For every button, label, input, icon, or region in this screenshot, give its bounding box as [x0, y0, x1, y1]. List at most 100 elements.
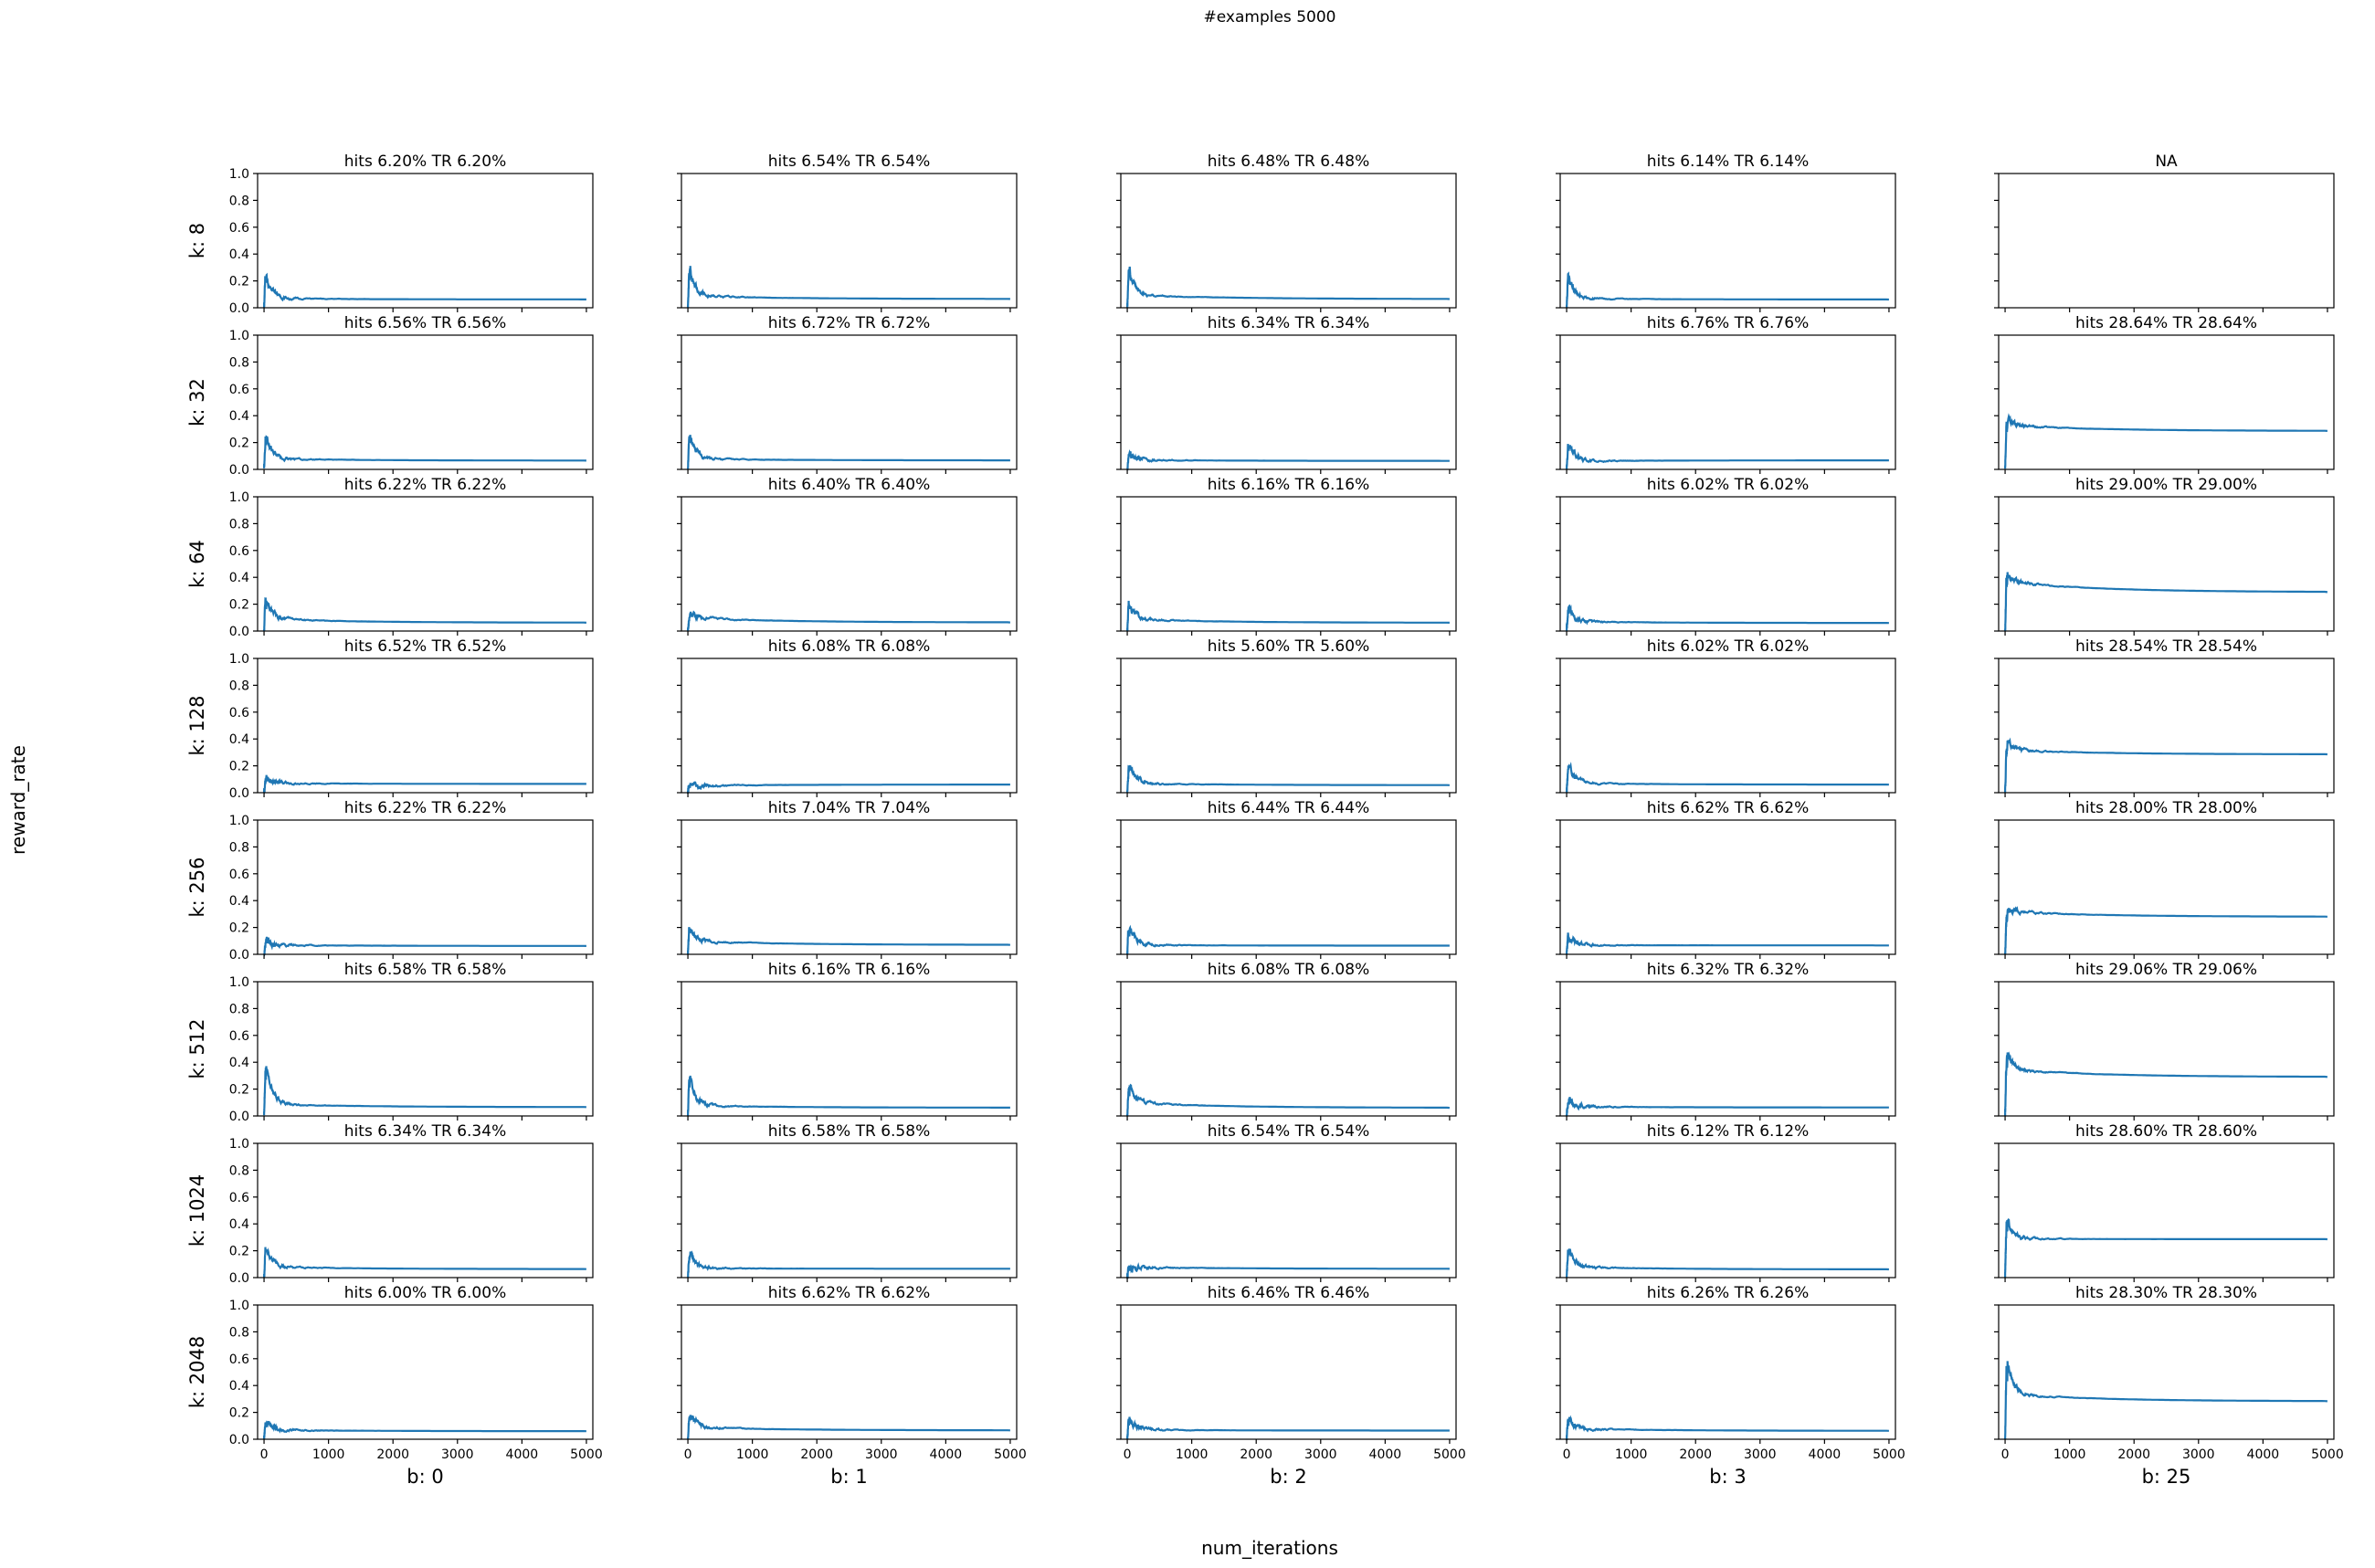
row-label: k: 1024 — [186, 1174, 208, 1247]
x-tick-label: 0 — [684, 1447, 692, 1462]
axes-frame — [1559, 981, 1896, 1117]
y-tick-label: 0.4 — [229, 409, 249, 424]
axes-frame — [257, 173, 594, 309]
subplot-title: hits 6.22% TR 6.22% — [344, 476, 506, 494]
axes-frame — [1120, 819, 1457, 955]
subplot-k3-b4: hits 28.54% TR 28.54% — [1994, 637, 2335, 797]
subplot-k1-b4: hits 28.64% TR 28.64% — [1994, 314, 2335, 474]
subplot-title: hits 28.00% TR 28.00% — [2075, 799, 2257, 817]
axes-frame — [1998, 173, 2335, 309]
series-line — [1566, 1415, 1889, 1441]
x-tick-label: 4000 — [930, 1447, 963, 1462]
axes-frame — [1559, 173, 1896, 309]
axes-frame — [1120, 658, 1457, 794]
axes-frame — [1998, 496, 2335, 632]
x-tick-label: 1000 — [2053, 1447, 2086, 1462]
axes-frame — [1120, 496, 1457, 632]
y-tick-label: 0.6 — [229, 868, 249, 882]
subplot-title: hits 6.48% TR 6.48% — [1208, 153, 1369, 171]
axes-frame — [257, 819, 594, 955]
axes-frame — [1559, 496, 1896, 632]
y-tick-label: 0.4 — [229, 1217, 249, 1232]
subplot-title: hits 6.40% TR 6.40% — [768, 476, 930, 494]
series-line — [1126, 1262, 1450, 1279]
y-tick-label: 0.6 — [229, 1191, 249, 1205]
series-line — [1566, 932, 1889, 954]
y-tick-label: 0.0 — [229, 1110, 249, 1124]
series-line — [1126, 924, 1450, 955]
y-tick-label: 0.8 — [229, 1163, 249, 1178]
x-tick-label: 2000 — [800, 1447, 833, 1462]
subplot-k2-b3: hits 6.02% TR 6.02% — [1556, 476, 1896, 636]
x-tick-label: 4000 — [1809, 1447, 1842, 1462]
series-line — [1126, 600, 1450, 631]
subplot-title: hits 6.26% TR 6.26% — [1647, 1284, 1809, 1302]
y-tick-label: 0.0 — [229, 948, 249, 963]
subplot-title: hits 6.14% TR 6.14% — [1647, 153, 1809, 171]
series-line — [263, 1066, 586, 1116]
subplot-k5-b4: hits 29.06% TR 29.06% — [1994, 961, 2335, 1121]
x-tick-label: 1000 — [1176, 1447, 1209, 1462]
axes-frame — [681, 1142, 1018, 1279]
y-tick-label: 0.2 — [229, 1406, 249, 1421]
subplot-title: hits 6.02% TR 6.02% — [1647, 637, 1809, 656]
axes-frame — [681, 496, 1018, 632]
subplot-k6-b1: hits 6.58% TR 6.58% — [677, 1122, 1018, 1282]
subplot-k3-b1: hits 6.08% TR 6.08% — [677, 637, 1018, 797]
axes-frame — [681, 173, 1018, 309]
subplot-title: hits 6.52% TR 6.52% — [344, 637, 506, 656]
series-line — [1566, 762, 1889, 794]
y-tick-label: 0.2 — [229, 760, 249, 774]
subplot-title: hits 29.00% TR 29.00% — [2075, 476, 2257, 494]
x-tick-label: 5000 — [2311, 1447, 2344, 1462]
series-line — [263, 435, 586, 468]
subplot-title: hits 6.54% TR 6.54% — [768, 153, 930, 171]
y-tick-label: 1.0 — [229, 814, 249, 828]
subplot-k1-b3: hits 6.76% TR 6.76% — [1556, 314, 1896, 474]
axes-frame — [1998, 981, 2335, 1117]
subplot-title: hits 6.32% TR 6.32% — [1647, 961, 1809, 979]
series-line — [1566, 444, 1889, 469]
column-label: b: 1 — [830, 1466, 867, 1488]
subplot-title: hits 6.22% TR 6.22% — [344, 799, 506, 817]
series-line — [687, 1415, 1010, 1440]
figure-suptitle: #examples 5000 — [1204, 8, 1336, 26]
subplot-title: NA — [2155, 153, 2178, 171]
y-tick-label: 0.6 — [229, 221, 249, 236]
subplot-title: hits 28.64% TR 28.64% — [2075, 314, 2257, 332]
y-tick-label: 1.0 — [229, 1299, 249, 1313]
column-label: b: 0 — [406, 1466, 443, 1488]
x-tick-label: 2000 — [1240, 1447, 1272, 1462]
x-tick-label: 3000 — [441, 1447, 474, 1462]
y-tick-label: 0.0 — [229, 625, 249, 639]
subplot-title: hits 6.62% TR 6.62% — [768, 1284, 930, 1302]
x-tick-label: 5000 — [1873, 1447, 1905, 1462]
subplot-k7-b2: hits 6.46% TR 6.46% 0 1000 2000 3000 4000 5000… — [1116, 1284, 1466, 1488]
series-line — [1126, 1083, 1450, 1116]
subplot-k0-b3: hits 6.14% TR 6.14% — [1556, 153, 1896, 312]
axes-frame — [1559, 334, 1896, 470]
subplot-grid: hits 6.20% TR 6.20% 0.0 0.2 0.4 0.6 0.8 1.0 k: … — [186, 153, 2344, 1488]
series-line — [2004, 413, 2328, 469]
x-tick-label: 5000 — [1433, 1447, 1466, 1462]
y-tick-label: 0.0 — [229, 786, 249, 801]
subplot-k4-b3: hits 6.62% TR 6.62% — [1556, 799, 1896, 959]
y-tick-label: 0.4 — [229, 1056, 249, 1070]
subplot-title: hits 6.58% TR 6.58% — [344, 961, 506, 979]
y-tick-label: 1.0 — [229, 1137, 249, 1152]
column-label: b: 3 — [1709, 1466, 1746, 1488]
subplot-title: hits 6.16% TR 6.16% — [768, 961, 930, 979]
x-tick-label: 1000 — [736, 1447, 769, 1462]
row-label: k: 512 — [186, 1019, 208, 1079]
axes-frame — [1120, 1304, 1457, 1440]
y-tick-label: 0.8 — [229, 517, 249, 531]
subplot-title: hits 6.54% TR 6.54% — [1208, 1122, 1369, 1141]
x-tick-label: 4000 — [1369, 1447, 1402, 1462]
y-tick-label: 0.2 — [229, 275, 249, 289]
x-tick-label: 2000 — [376, 1447, 409, 1462]
y-tick-label: 1.0 — [229, 329, 249, 343]
x-tick-label: 3000 — [865, 1447, 898, 1462]
subplot-title: hits 29.06% TR 29.06% — [2075, 961, 2257, 979]
subplot-title: hits 28.30% TR 28.30% — [2075, 1284, 2257, 1302]
